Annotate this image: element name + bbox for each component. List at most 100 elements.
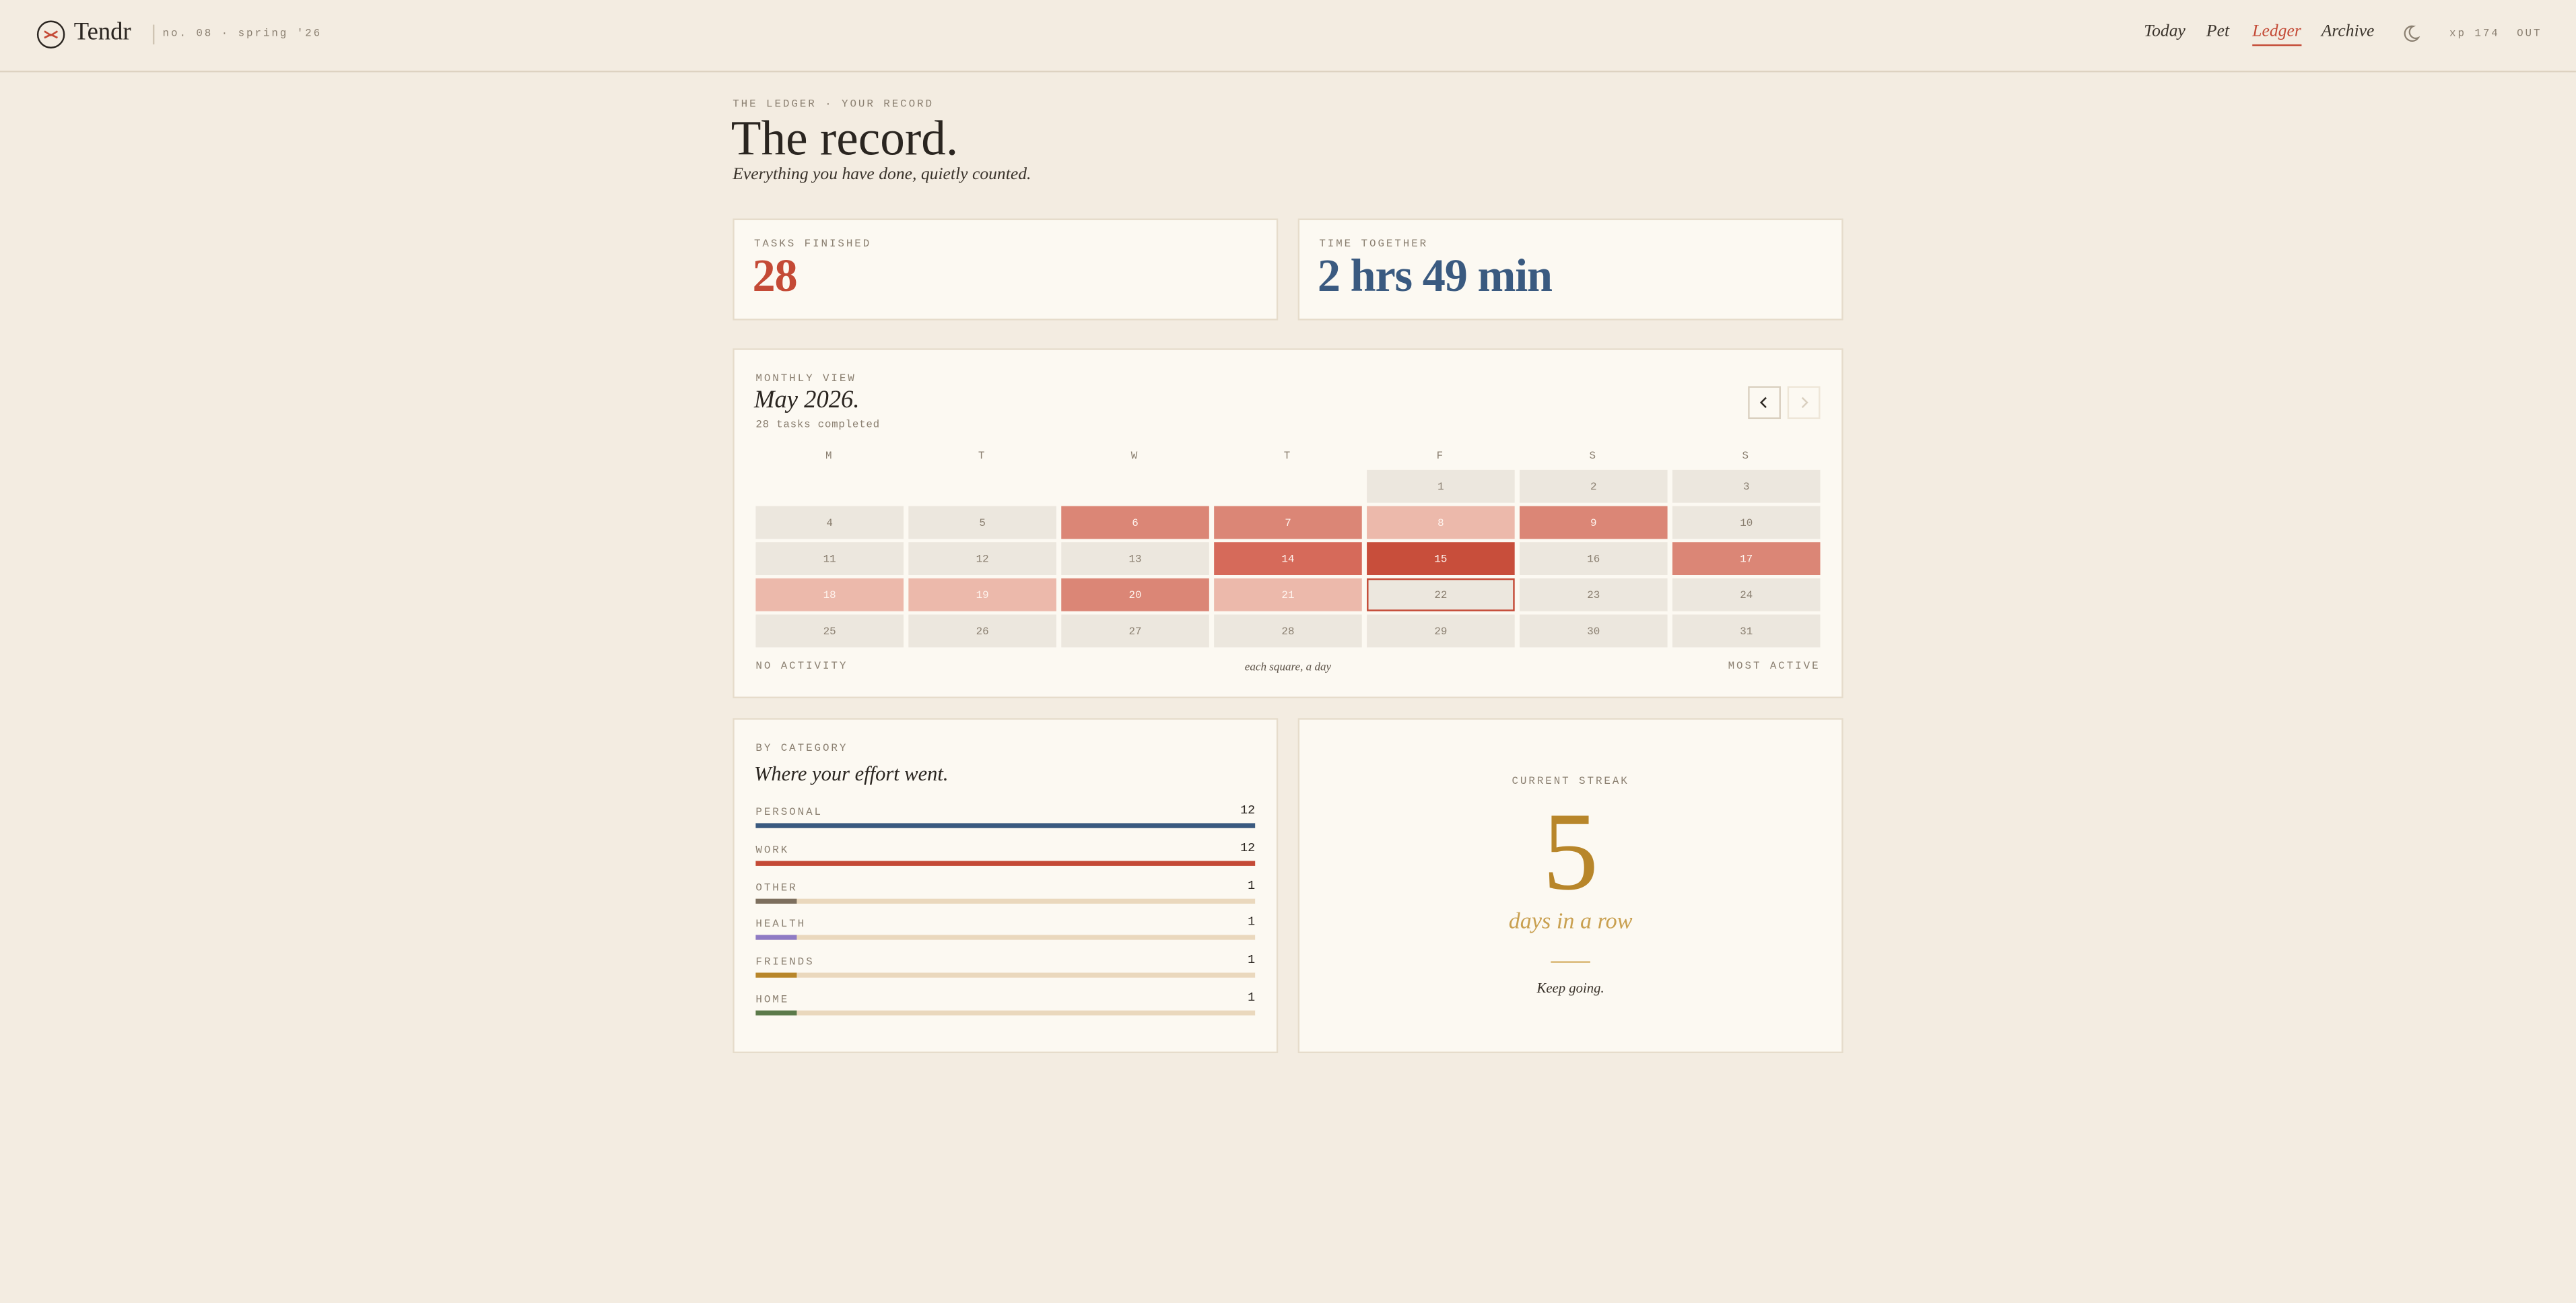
category-bar: [755, 972, 798, 978]
day-cell[interactable]: 1: [1367, 469, 1515, 503]
day-cell[interactable]: 8: [1367, 506, 1515, 539]
day-cell[interactable]: 11: [755, 542, 904, 575]
day-cell[interactable]: 19: [908, 578, 1056, 611]
day-cell[interactable]: 7: [1214, 506, 1362, 539]
day-cell[interactable]: 5: [908, 506, 1056, 539]
xp: xp 174: [2449, 28, 2500, 40]
day-cell[interactable]: 31: [1672, 614, 1821, 648]
day-number: 16: [1587, 553, 1600, 565]
day-cell[interactable]: 23: [1520, 578, 1668, 611]
category-value: 12: [1240, 805, 1256, 819]
theme-toggle[interactable]: [2404, 25, 2420, 43]
nav-link[interactable]: Pet: [2206, 23, 2230, 41]
subtitle: Everything you have done, quietly counte…: [733, 166, 1031, 185]
day-cell[interactable]: 12: [908, 542, 1056, 575]
category-track: [755, 935, 1256, 941]
day-number: 10: [1740, 516, 1753, 529]
logo[interactable]: [36, 20, 66, 49]
calendar-eyebrow: MONTHLY VIEW: [755, 372, 856, 385]
day-cell[interactable]: 14: [1214, 542, 1362, 575]
weekday-label: S: [1589, 450, 1598, 462]
divider: [152, 24, 155, 44]
streak-card: [1297, 718, 1843, 1054]
legend-low: NO ACTIVITY: [755, 660, 848, 672]
day-cell[interactable]: 21: [1214, 578, 1362, 611]
day-number: 25: [823, 625, 836, 637]
day-number: 7: [1285, 516, 1291, 529]
weekday-label: T: [978, 450, 987, 462]
weekday-label: W: [1130, 450, 1140, 462]
page-title: The record.: [731, 111, 959, 166]
day-cell[interactable]: 15: [1367, 542, 1515, 575]
category-name: OTHER: [755, 881, 798, 894]
day-number: 31: [1740, 625, 1753, 637]
nav-link[interactable]: Ledger: [2252, 23, 2301, 46]
weekday-label: S: [1742, 450, 1751, 462]
day-number: 24: [1740, 589, 1753, 601]
streak-rule: [1551, 961, 1590, 963]
day-cell[interactable]: 3: [1672, 469, 1821, 503]
streak-unit: days in a row: [1508, 910, 1633, 935]
category-card: [733, 718, 1279, 1054]
category-eyebrow: BY CATEGORY: [755, 742, 848, 754]
stat-value: 2 hrs 49 min: [1317, 251, 1553, 302]
day-cell[interactable]: 24: [1672, 578, 1821, 611]
day-number: 19: [976, 589, 989, 601]
day-cell[interactable]: 20: [1061, 578, 1209, 611]
weekday-label: F: [1436, 450, 1446, 462]
day-number: 26: [976, 625, 989, 637]
day-number: 17: [1740, 553, 1753, 565]
day-cell[interactable]: 16: [1520, 542, 1668, 575]
brand[interactable]: Tendr: [73, 20, 131, 46]
day-cell[interactable]: 2: [1520, 469, 1668, 503]
category-value: 1: [1248, 992, 1256, 1006]
category-bar: [755, 1010, 798, 1015]
weekday-label: M: [825, 450, 834, 462]
category-value: 1: [1248, 955, 1256, 968]
day-cell[interactable]: 30: [1520, 614, 1668, 648]
day-cell[interactable]: 25: [755, 614, 904, 648]
day-cell[interactable]: 4: [755, 506, 904, 539]
category-bar: [755, 935, 798, 941]
stat-card: [733, 218, 1279, 321]
day-number: 22: [1434, 589, 1448, 601]
category-name: HOME: [755, 994, 790, 1006]
nav-link[interactable]: Today: [2144, 23, 2185, 41]
stat-card: [1297, 218, 1843, 321]
nav-link[interactable]: Archive: [2321, 23, 2375, 41]
next-month[interactable]: [1787, 386, 1821, 420]
category-name: WORK: [755, 844, 790, 856]
day-cell[interactable]: 18: [755, 578, 904, 611]
legend-high: MOST ACTIVE: [1728, 660, 1821, 672]
prev-month[interactable]: [1748, 386, 1781, 420]
day-number: 1: [1437, 480, 1444, 492]
day-number: 21: [1281, 589, 1295, 601]
category-track: [755, 972, 1256, 978]
day-number: 6: [1132, 516, 1139, 529]
day-cell[interactable]: 9: [1520, 506, 1668, 539]
day-cell[interactable]: 27: [1061, 614, 1209, 648]
day-cell[interactable]: 6: [1061, 506, 1209, 539]
day-cell[interactable]: 28: [1214, 614, 1362, 648]
day-number: 4: [826, 516, 833, 529]
day-cell[interactable]: 26: [908, 614, 1056, 648]
day-cell[interactable]: 10: [1672, 506, 1821, 539]
day-cell[interactable]: 29: [1367, 614, 1515, 648]
category-track: [755, 1010, 1256, 1015]
category-bar: [755, 823, 1256, 828]
day-cell[interactable]: 17: [1672, 542, 1821, 575]
day-number: 28: [1281, 625, 1295, 637]
day-cell[interactable]: 13: [1061, 542, 1209, 575]
category-bar: [755, 898, 798, 904]
category-value: 1: [1248, 917, 1256, 931]
day-number: 5: [979, 516, 986, 529]
day-number: 12: [976, 553, 989, 565]
top-bar: Tendr no. 08 · spring '26 Today Pet Ledger…: [0, 0, 2576, 73]
day-cell[interactable]: 22: [1367, 578, 1515, 611]
month-nav: [1748, 386, 1821, 420]
logout[interactable]: OUT: [2517, 28, 2542, 40]
day-number: 27: [1128, 625, 1142, 637]
category-bar: [755, 861, 1256, 866]
category-value: 12: [1240, 842, 1256, 856]
